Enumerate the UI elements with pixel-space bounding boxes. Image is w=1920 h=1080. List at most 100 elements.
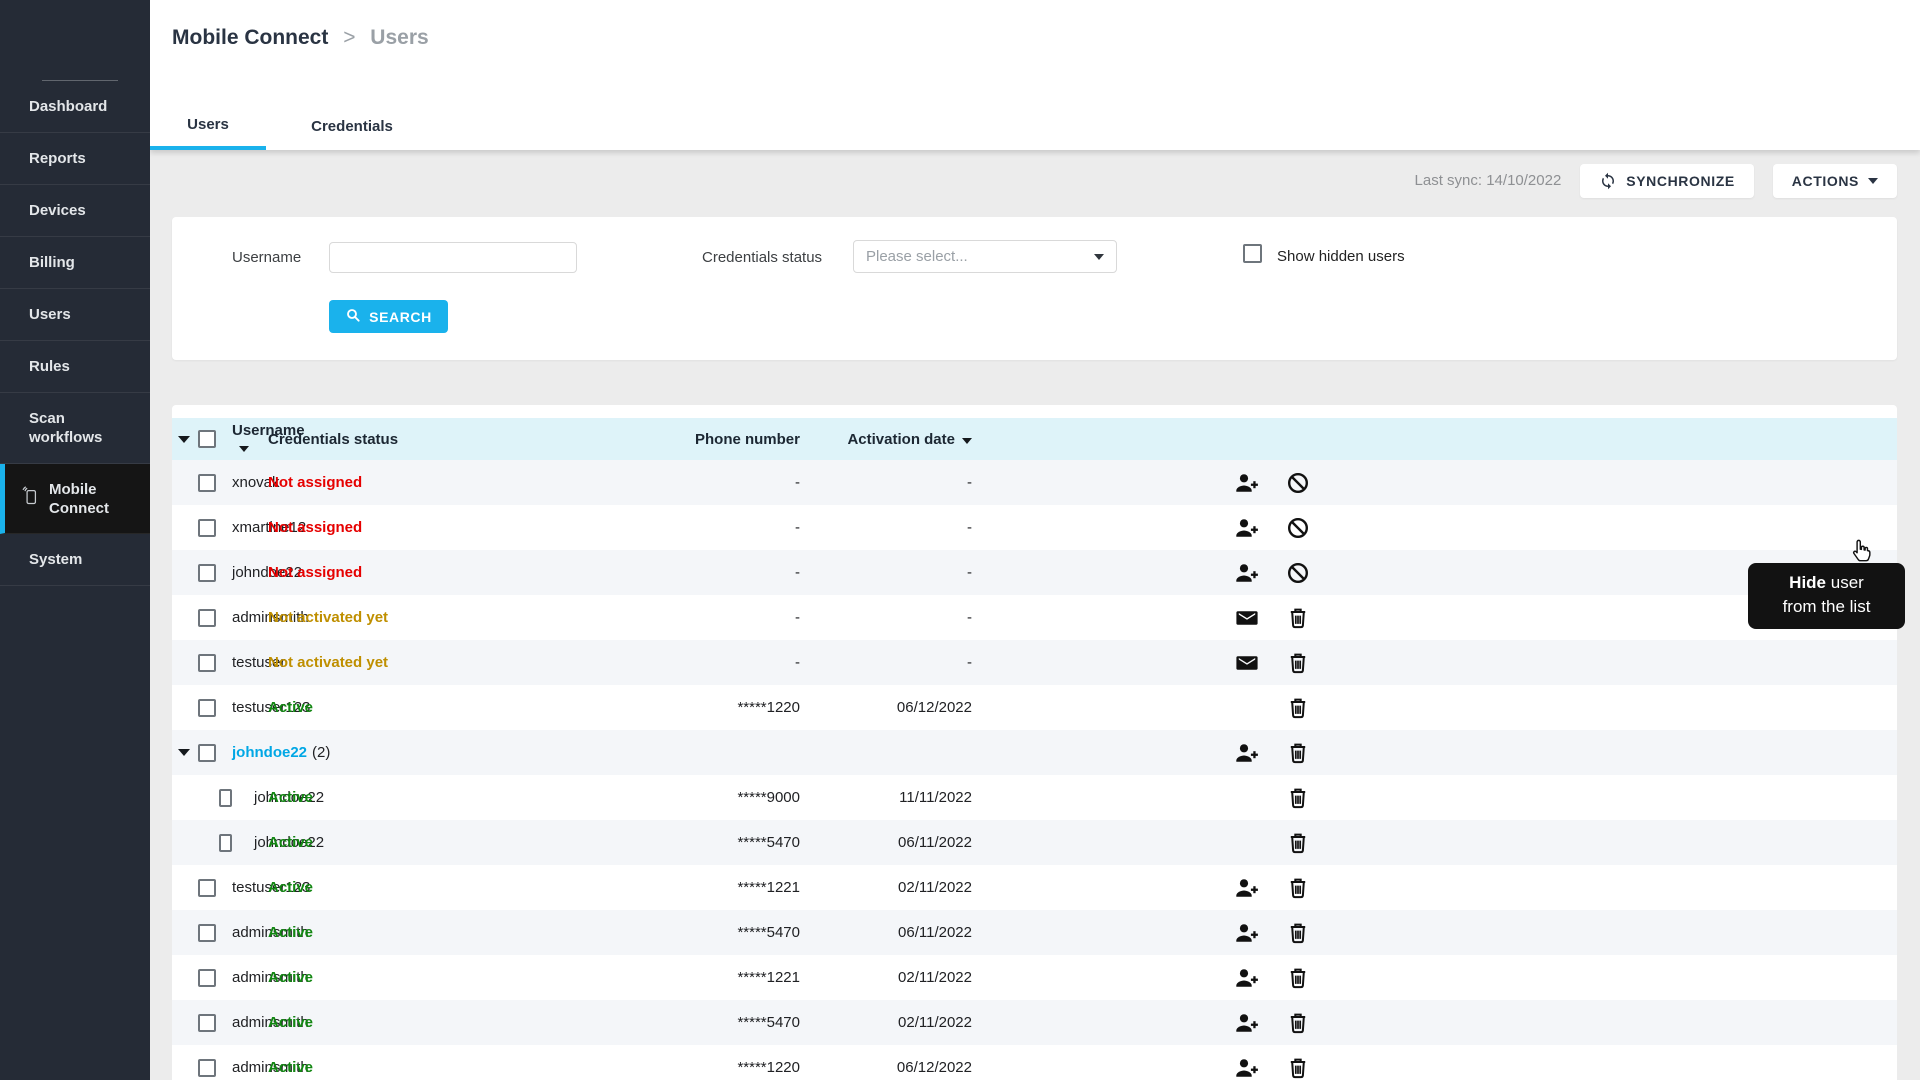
trash-icon[interactable] (1286, 696, 1310, 720)
table-row: johndoe22 Active *****9000 11/11/2022 (172, 775, 1897, 820)
row-actions (972, 471, 1345, 495)
search-icon (345, 307, 361, 326)
row-actions (972, 516, 1345, 540)
sidebar-item-label: Scan workflows (29, 410, 103, 446)
row-checkbox[interactable] (198, 518, 216, 537)
sidebar-item-mobile-connect[interactable]: Mobile Connect (0, 464, 150, 534)
search-button[interactable]: SEARCH (329, 300, 448, 333)
credentials-status-select[interactable]: Please select... (853, 240, 1117, 273)
topbar: Mobile Connect > Users Users Credentials (150, 0, 1920, 150)
column-header-username[interactable]: Username (232, 422, 305, 456)
credentials-status-label: Credentials status (702, 249, 823, 266)
row-checkbox[interactable] (198, 968, 216, 987)
cell-credentials-status: Not activated yet (268, 654, 389, 671)
sidebar-item-rules[interactable]: Rules (0, 341, 150, 393)
row-checkbox[interactable] (198, 743, 216, 762)
cell-username: testuser123 (232, 699, 311, 716)
person-add-icon[interactable] (1235, 921, 1259, 945)
trash-icon[interactable] (1286, 1056, 1310, 1080)
person-add-icon[interactable] (1235, 471, 1259, 495)
row-actions (972, 561, 1345, 585)
breadcrumb-current: Users (370, 26, 429, 49)
envelope-icon[interactable] (1235, 651, 1259, 675)
person-add-icon[interactable] (1235, 1011, 1259, 1035)
block-icon[interactable] (1286, 471, 1310, 495)
block-icon[interactable] (1286, 561, 1310, 585)
sidebar-item-dashboard[interactable]: Dashboard (0, 81, 150, 133)
trash-icon[interactable] (1286, 966, 1310, 990)
hand-cursor-icon (1849, 537, 1876, 567)
person-add-icon[interactable] (1235, 966, 1259, 990)
block-icon[interactable] (1286, 516, 1310, 540)
row-checkbox[interactable] (198, 1013, 216, 1032)
cell-phone-number: *****9000 (737, 789, 800, 806)
envelope-icon[interactable] (1235, 606, 1259, 630)
person-add-icon[interactable] (1235, 741, 1259, 765)
cell-username: testuser123 (232, 879, 311, 896)
row-actions (972, 966, 1345, 990)
group-expand-caret-icon[interactable] (178, 749, 190, 756)
trash-icon[interactable] (1286, 651, 1310, 675)
collapse-all-caret-icon[interactable] (178, 435, 190, 443)
username-input[interactable] (329, 242, 577, 273)
cell-username[interactable]: johndoe22 (2) (232, 744, 330, 761)
cell-credentials-status: Active (268, 834, 314, 851)
trash-icon[interactable] (1286, 1011, 1310, 1035)
sidebar-item-system[interactable]: System (0, 534, 150, 586)
cell-credentials-status: Active (268, 969, 314, 986)
cell-credentials-status: Active (268, 1014, 314, 1031)
sidebar-item-label: Billing (29, 254, 75, 271)
tab-credentials[interactable]: Credentials (311, 118, 393, 135)
sort-caret-icon (962, 437, 972, 444)
row-actions (972, 651, 1345, 675)
cell-username: johndoe22 (232, 564, 303, 581)
sidebar-item-reports[interactable]: Reports (0, 133, 150, 185)
trash-icon[interactable] (1286, 741, 1310, 765)
sidebar-item-devices[interactable]: Devices (0, 185, 150, 237)
person-add-icon[interactable] (1235, 561, 1259, 585)
trash-icon[interactable] (1286, 921, 1310, 945)
tab-users[interactable]: Users (150, 103, 266, 150)
actions-button[interactable]: ACTIONS (1772, 163, 1897, 198)
breadcrumb-parent[interactable]: Mobile Connect (172, 26, 329, 49)
row-actions (972, 921, 1345, 945)
column-header-activation-date[interactable]: Activation date (800, 431, 972, 448)
cell-activation-date: 06/11/2022 (898, 924, 972, 941)
person-add-icon[interactable] (1235, 516, 1259, 540)
row-checkbox[interactable] (198, 1058, 216, 1077)
row-checkbox[interactable] (198, 878, 216, 897)
table-row: adminsmith Active *****5470 06/11/2022 (172, 910, 1897, 955)
row-checkbox[interactable] (219, 833, 232, 852)
group-username-link[interactable]: johndoe22 (232, 744, 308, 761)
show-hidden-users-checkbox[interactable] (1243, 244, 1262, 263)
row-actions (972, 786, 1345, 810)
trash-icon[interactable] (1286, 876, 1310, 900)
sidebar-item-billing[interactable]: Billing (0, 237, 150, 289)
table-row: adminsmith Active *****1221 02/11/2022 (172, 955, 1897, 1000)
row-checkbox[interactable] (198, 473, 216, 492)
cell-phone-number: *****1221 (737, 969, 800, 986)
chevron-down-icon (1094, 253, 1104, 260)
toolbar: Last sync: 14/10/2022 SYNCHRONIZE ACTION… (172, 150, 1897, 200)
row-actions (972, 1056, 1345, 1080)
row-checkbox[interactable] (198, 563, 216, 582)
cell-phone-number: - (795, 519, 800, 536)
person-add-icon[interactable] (1235, 876, 1259, 900)
select-all-checkbox[interactable] (198, 430, 216, 448)
cell-credentials-status: Not assigned (268, 474, 363, 491)
trash-icon[interactable] (1286, 786, 1310, 810)
person-add-icon[interactable] (1235, 1056, 1259, 1080)
chevron-down-icon (1868, 177, 1878, 184)
row-checkbox[interactable] (198, 923, 216, 942)
trash-icon[interactable] (1286, 606, 1310, 630)
sidebar-item-scan-workflows[interactable]: Scan workflows (0, 393, 150, 464)
row-checkbox[interactable] (198, 653, 216, 672)
tooltip-line2: from the list (1782, 597, 1871, 616)
row-checkbox[interactable] (198, 608, 216, 627)
sidebar-item-label: Dashboard (29, 98, 108, 115)
sidebar-item-users[interactable]: Users (0, 289, 150, 341)
trash-icon[interactable] (1286, 831, 1310, 855)
row-checkbox[interactable] (198, 698, 216, 717)
synchronize-button[interactable]: SYNCHRONIZE (1580, 163, 1754, 198)
row-checkbox[interactable] (219, 788, 232, 807)
